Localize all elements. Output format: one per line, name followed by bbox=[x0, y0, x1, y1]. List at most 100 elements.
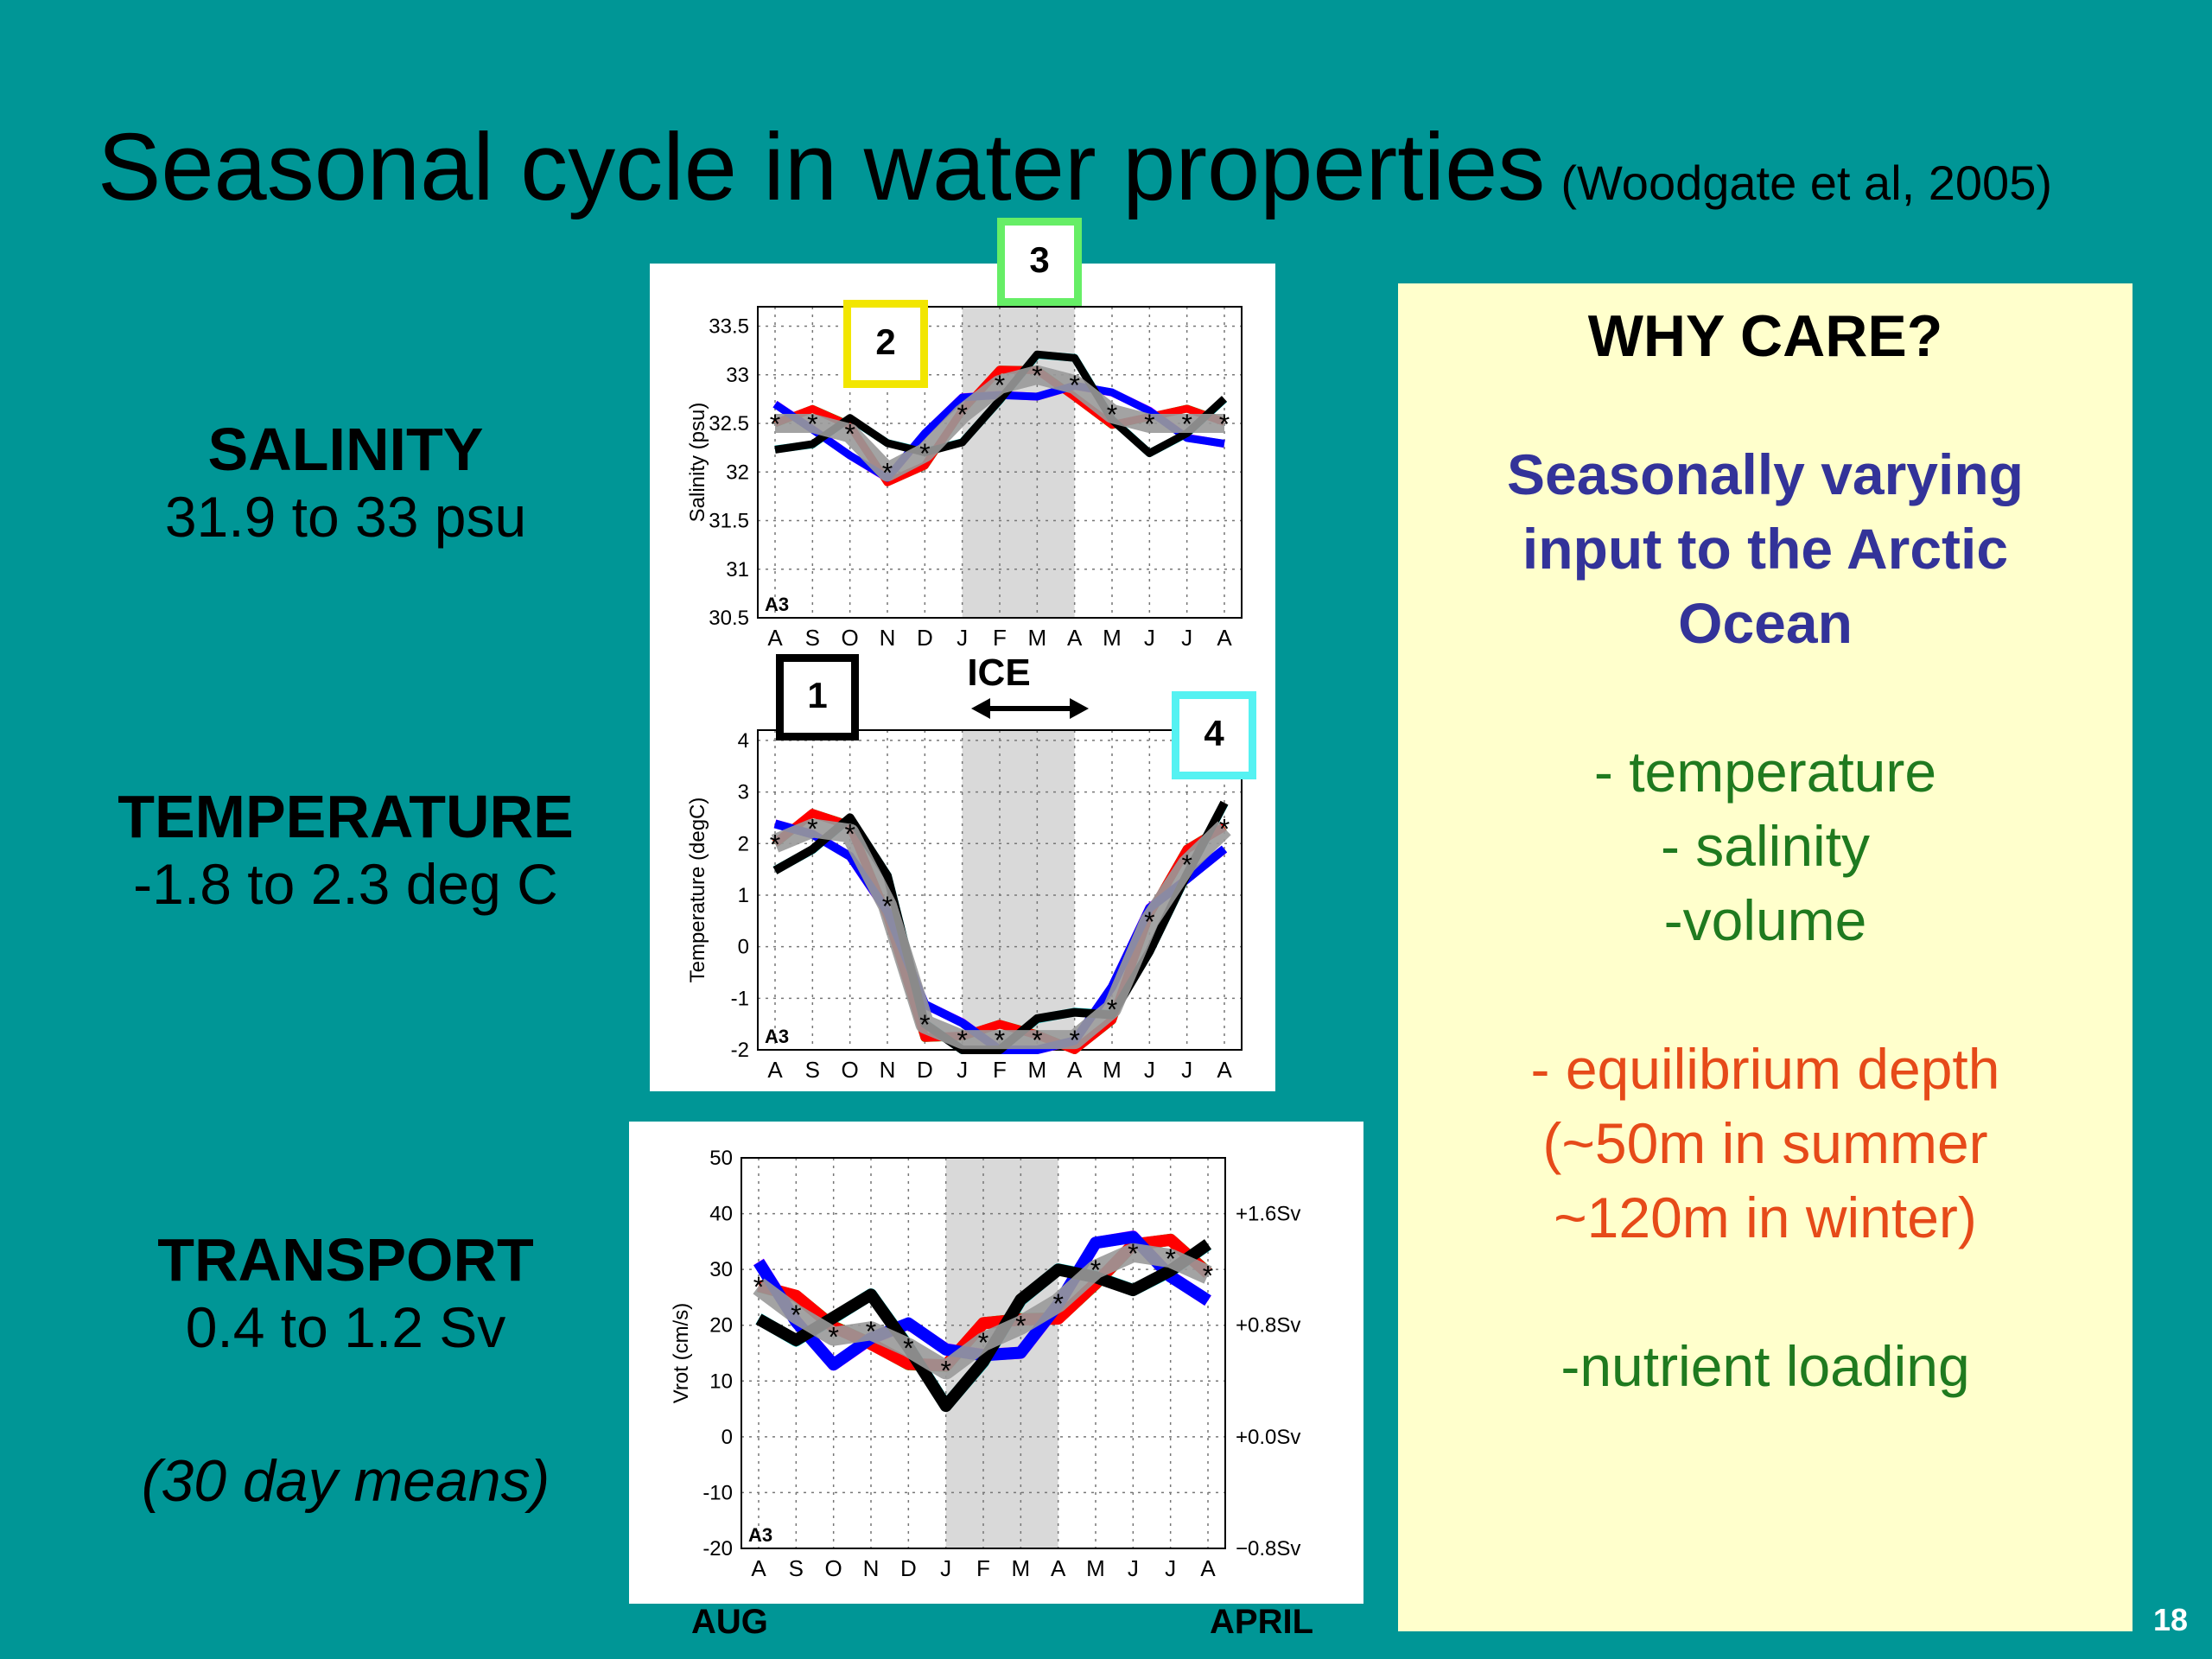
mean-point: * bbox=[770, 409, 780, 440]
ice-shade bbox=[962, 730, 1075, 1050]
mean-point: * bbox=[866, 1316, 876, 1347]
green-line-1: - temperature bbox=[1593, 740, 1937, 804]
x-tick-label: N bbox=[863, 1555, 880, 1581]
blue-line-3: Ocean bbox=[1678, 591, 1853, 655]
y-tick-label: 30 bbox=[709, 1258, 733, 1281]
x-tick-label: S bbox=[805, 625, 820, 651]
x-tick-label: O bbox=[842, 625, 859, 651]
mean-point: * bbox=[1032, 1025, 1042, 1056]
plot-frame bbox=[757, 306, 1243, 619]
x-tick-label: J bbox=[957, 1057, 968, 1083]
mean-point: * bbox=[1144, 409, 1154, 440]
x-tick-label: J bbox=[1181, 1057, 1192, 1083]
citation: (Woodgate et al, 2005) bbox=[1560, 156, 2052, 210]
mean-point: * bbox=[753, 1272, 764, 1303]
x-tick-label: J bbox=[1165, 1555, 1176, 1581]
x-tick-label: M bbox=[1086, 1555, 1105, 1581]
y-tick-label: 1 bbox=[738, 884, 749, 907]
x-tick-label: F bbox=[993, 625, 1007, 651]
right-axis-label: +0.0Sv bbox=[1236, 1426, 1300, 1449]
x-tick-label: A bbox=[767, 625, 783, 651]
x-tick-label: S bbox=[789, 1555, 804, 1581]
y-tick-label: 4 bbox=[738, 729, 749, 753]
mean-point: * bbox=[978, 1327, 988, 1358]
x-tick-label: J bbox=[1144, 625, 1155, 651]
y-tick-label: 33 bbox=[726, 364, 749, 387]
mean-point: * bbox=[807, 409, 817, 440]
red-line-3: ~120m in winter) bbox=[1554, 1185, 1977, 1249]
green-line-2: - salinity bbox=[1660, 814, 1871, 878]
x-tick-label: A bbox=[767, 1057, 783, 1083]
y-tick-label: 20 bbox=[709, 1314, 733, 1338]
x-tick-label: A bbox=[1067, 1057, 1083, 1083]
april-label: APRIL bbox=[1210, 1603, 1313, 1641]
why-care-title: WHY CARE? bbox=[1587, 303, 1943, 369]
ice-arrow bbox=[971, 698, 1089, 719]
x-tick-label: A bbox=[1217, 1057, 1232, 1083]
mean-point: * bbox=[1219, 813, 1230, 844]
green-line-3: -volume bbox=[1663, 888, 1867, 952]
x-tick-label: J bbox=[957, 625, 968, 651]
blue-line-1: Seasonally varying bbox=[1507, 442, 2024, 506]
mean-band bbox=[775, 365, 1224, 482]
y-tick-label: 50 bbox=[709, 1147, 733, 1170]
blue-line-2: input to the Arctic bbox=[1522, 517, 2009, 581]
y-axis-label: Vrot (cm/s) bbox=[670, 1303, 693, 1403]
title-text: Seasonal cycle in water properties bbox=[98, 114, 1546, 220]
station-label: A3 bbox=[765, 1026, 789, 1047]
temperature-summary: TEMPERATURE -1.8 to 2.3 deg C bbox=[0, 782, 691, 917]
mean-point: * bbox=[770, 829, 780, 860]
mean-point: * bbox=[1090, 1255, 1101, 1286]
y-tick-label: 32 bbox=[726, 461, 749, 484]
x-tick-label: A bbox=[1051, 1555, 1066, 1581]
marker-2: 2 bbox=[843, 300, 928, 388]
mean-point: * bbox=[844, 818, 855, 849]
why-care-red: - equilibrium depth (~50m in summer ~120… bbox=[1398, 1032, 2133, 1255]
mean-point: * bbox=[1107, 399, 1117, 430]
x-tick-label: A bbox=[1200, 1555, 1216, 1581]
year-series-line bbox=[755, 1239, 1212, 1413]
mean-point: * bbox=[1203, 1261, 1213, 1292]
mean-point: * bbox=[1144, 906, 1154, 938]
why-care-green: - temperature - salinity -volume bbox=[1398, 734, 2133, 957]
y-tick-label: 31.5 bbox=[709, 510, 749, 533]
x-tick-label: M bbox=[1027, 1057, 1046, 1083]
nutrient-line: -nutrient loading bbox=[1560, 1334, 1970, 1398]
right-axis-label: +1.6Sv bbox=[1236, 1203, 1300, 1226]
aug-label: AUG bbox=[691, 1603, 768, 1641]
x-tick-label: D bbox=[900, 1555, 917, 1581]
mean-point: * bbox=[995, 370, 1005, 401]
mean-point: * bbox=[828, 1322, 838, 1353]
marker-4: 4 bbox=[1172, 691, 1256, 779]
x-tick-label: N bbox=[880, 625, 896, 651]
mean-point: * bbox=[882, 457, 893, 488]
y-tick-label: -10 bbox=[702, 1481, 733, 1504]
y-axis-label: Temperature (degC) bbox=[686, 798, 709, 983]
mean-point: * bbox=[957, 1025, 967, 1056]
salinity-range: 31.9 to 33 psu bbox=[164, 485, 527, 549]
x-tick-label: F bbox=[993, 1057, 1007, 1083]
salinity-summary: SALINITY 31.9 to 33 psu bbox=[0, 415, 691, 550]
mean-point: * bbox=[1015, 1311, 1026, 1342]
sal-temp-figure: 30.5 31 31.5 32 32.5 33 33.5 A S O N D J F M A M J J A * * * * *… bbox=[650, 264, 1275, 1091]
mean-point: * bbox=[1181, 849, 1192, 880]
x-tick-label: J bbox=[1181, 625, 1192, 651]
right-axis-label: −0.8Sv bbox=[1236, 1537, 1300, 1560]
why-care-blue: Seasonally varying input to the Arctic O… bbox=[1398, 437, 2133, 660]
y-tick-label: 2 bbox=[738, 832, 749, 855]
y-tick-label: 32.5 bbox=[709, 412, 749, 435]
year-series-line bbox=[774, 350, 1228, 457]
x-tick-label: D bbox=[917, 625, 933, 651]
transport-heading: TRANSPORT bbox=[157, 1226, 534, 1294]
mean-point: * bbox=[1181, 409, 1192, 440]
mean-point: * bbox=[791, 1300, 801, 1331]
means-note: (30 day means) bbox=[141, 1448, 550, 1514]
y-axis-label: Salinity (psu) bbox=[686, 403, 709, 523]
mean-point: * bbox=[919, 1009, 930, 1040]
mean-point: * bbox=[1219, 409, 1230, 440]
